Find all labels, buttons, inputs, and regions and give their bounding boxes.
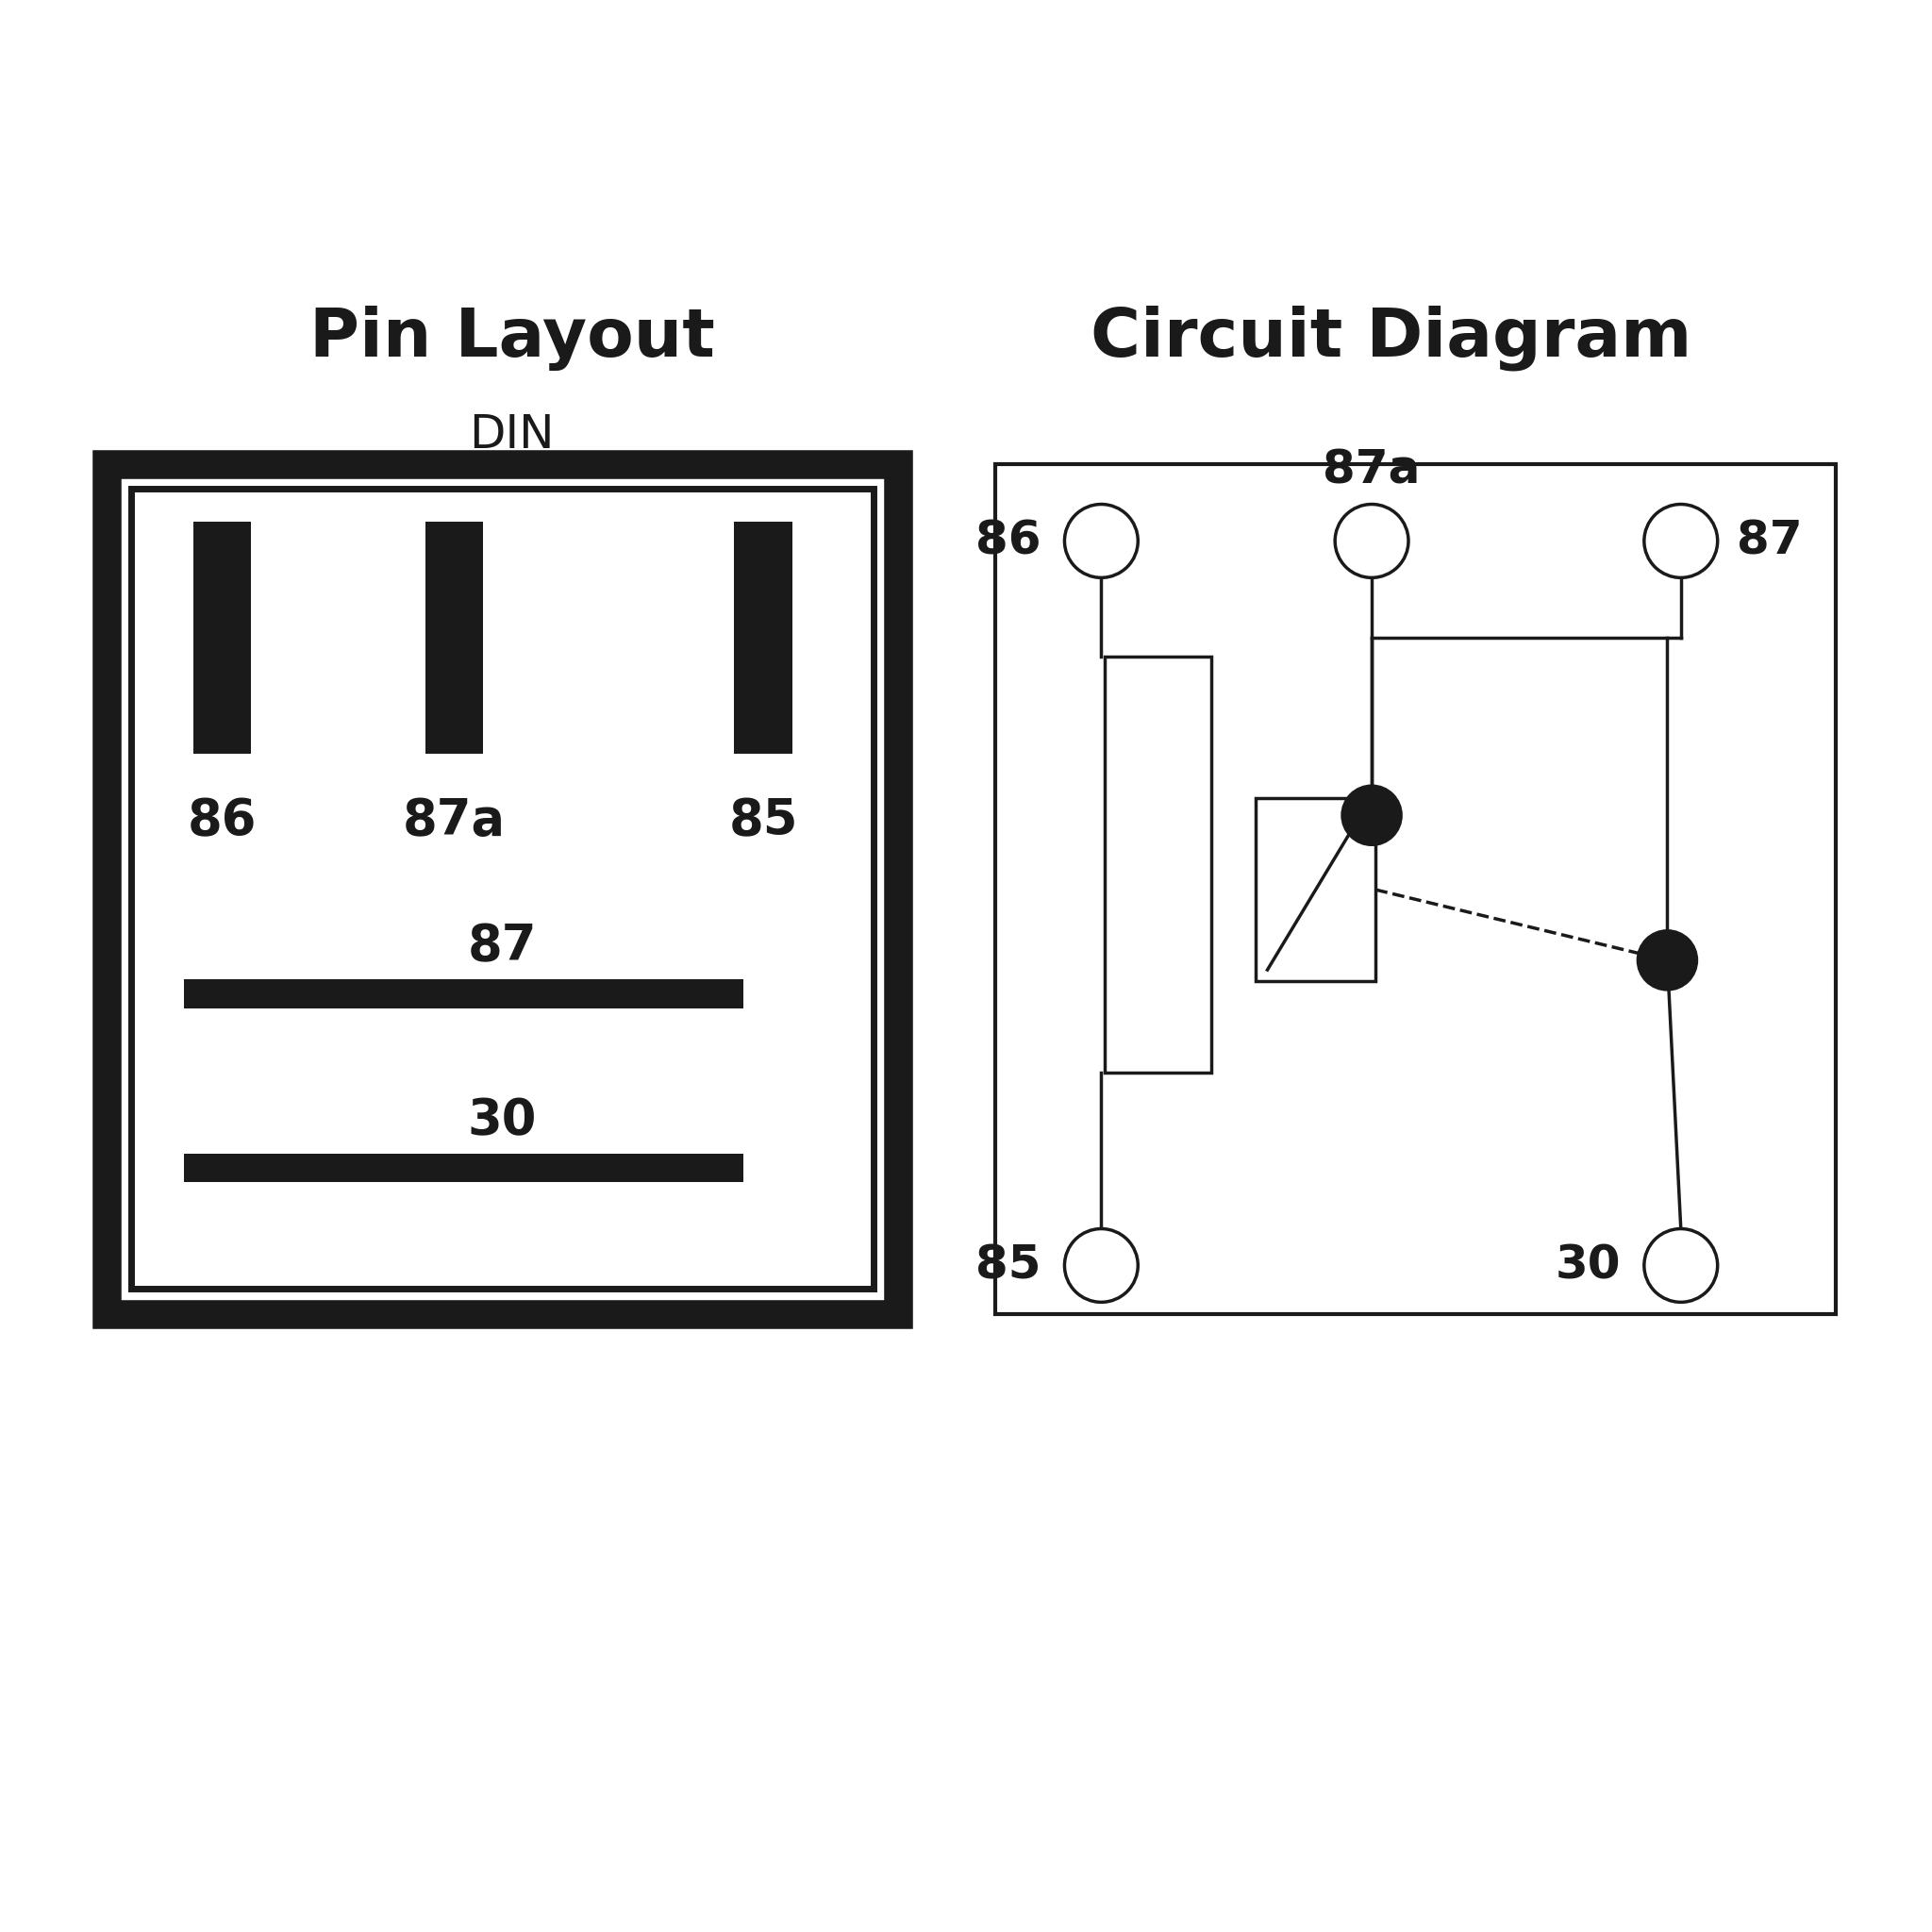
Text: 86: 86 — [187, 796, 257, 846]
Bar — [425, 522, 483, 753]
Text: 30: 30 — [468, 1095, 537, 1146]
Text: 87: 87 — [468, 922, 537, 972]
Circle shape — [1335, 504, 1408, 578]
Text: Pin Layout: Pin Layout — [309, 305, 715, 371]
Circle shape — [1065, 504, 1138, 578]
Text: 87a: 87a — [1323, 448, 1420, 493]
Text: 87a: 87a — [402, 796, 506, 846]
Bar — [734, 522, 792, 753]
Text: 86: 86 — [976, 518, 1041, 564]
Circle shape — [1636, 929, 1698, 991]
Text: 85: 85 — [976, 1242, 1041, 1289]
Bar — [131, 489, 873, 1289]
Text: DIN: DIN — [469, 412, 554, 458]
Circle shape — [1341, 784, 1403, 846]
Circle shape — [1644, 504, 1718, 578]
Bar — [106, 464, 898, 1314]
Circle shape — [1065, 1229, 1138, 1302]
Bar — [1256, 798, 1376, 981]
Circle shape — [1644, 1229, 1718, 1302]
Text: 85: 85 — [728, 796, 798, 846]
Text: Circuit Diagram: Circuit Diagram — [1090, 305, 1692, 371]
Text: 87: 87 — [1737, 518, 1803, 564]
Bar — [184, 1153, 744, 1182]
Bar — [995, 464, 1835, 1314]
Bar — [184, 980, 744, 1009]
Bar — [193, 522, 251, 753]
Bar — [1105, 657, 1211, 1072]
Text: 30: 30 — [1555, 1242, 1621, 1289]
